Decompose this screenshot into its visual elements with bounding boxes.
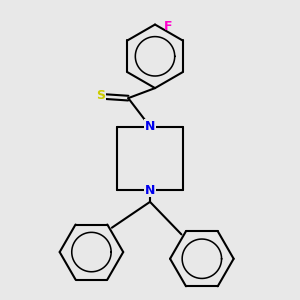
Text: N: N <box>145 184 155 197</box>
Text: N: N <box>145 120 155 133</box>
Text: F: F <box>164 20 172 33</box>
Text: S: S <box>96 89 105 102</box>
